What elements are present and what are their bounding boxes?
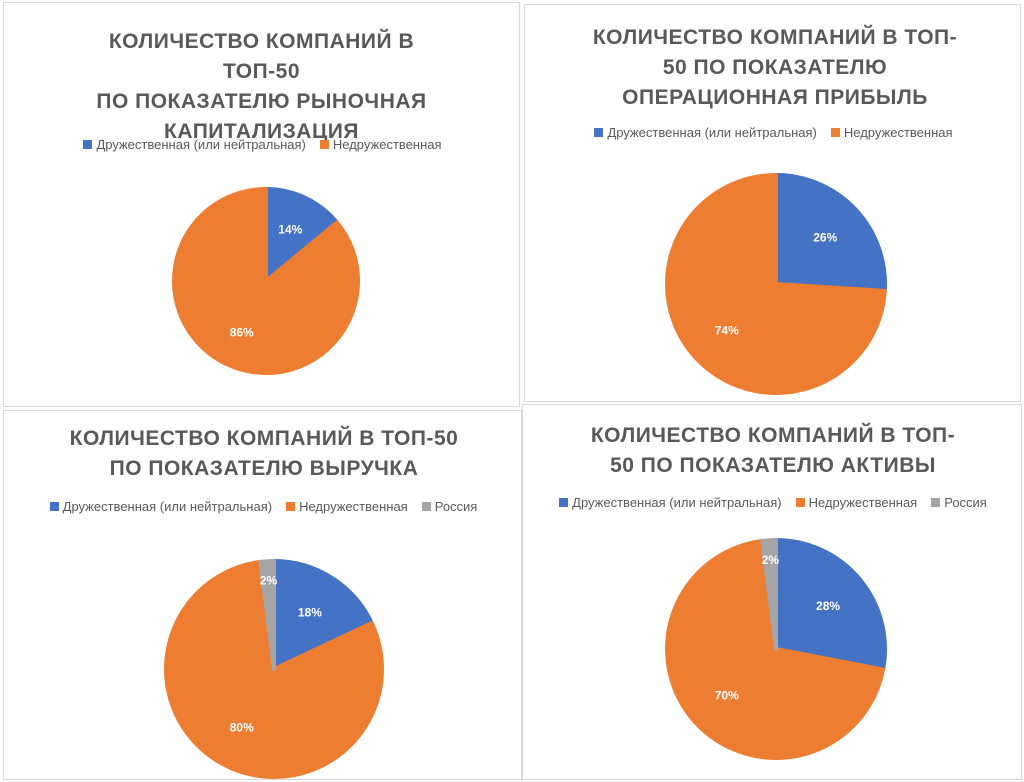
chart-title: КОЛИЧЕСТВО КОМПАНИЙ В ТОП- 50 ПО ПОКАЗАТЕ… <box>563 421 983 481</box>
chart-title-line: КОЛИЧЕСТВО КОМПАНИЙ В ТОП- <box>592 26 958 49</box>
legend-swatch <box>286 502 296 511</box>
chart-title-line: 50 ПО ПОКАЗАТЕЛЮ <box>662 56 888 79</box>
legend-label: Дружественная (или нейтральная) <box>607 125 817 140</box>
chart-title-line: КОЛИЧЕСТВО КОМПАНИЙ В ТОП- <box>590 424 956 447</box>
legend-label: Недружественная <box>299 499 408 514</box>
pie-chart: 28% 70% 2% <box>665 538 887 760</box>
pie-slice <box>264 187 339 283</box>
legend-item: Недружественная <box>795 495 918 510</box>
legend-swatch <box>421 502 431 511</box>
chart-legend: Дружественная (или нейтральная) Недружест… <box>523 495 1023 510</box>
chart-title: КОЛИЧЕСТВО КОМПАНИЙ В ТОП- 50 ПО ПОКАЗАТЕ… <box>565 23 985 113</box>
legend-swatch <box>795 498 805 507</box>
pie-slice <box>172 187 360 375</box>
chart-panel-market-cap: КОЛИЧЕСТВО КОМПАНИЙ В ТОП-50 ПО ПОКАЗАТЕЛ… <box>3 2 520 407</box>
legend-swatch <box>83 140 93 149</box>
data-label: 28% <box>816 599 840 613</box>
data-label: 2% <box>762 553 780 567</box>
chart-title-line: КОЛИЧЕСТВО КОМПАНИЙ В ТОП-50 <box>69 427 459 450</box>
legend-item: Россия <box>421 499 478 514</box>
pie-chart: 26% 74% <box>665 173 887 395</box>
legend-item: Дружественная (или нейтральная) <box>49 499 273 514</box>
chart-legend: Дружественная (или нейтральная) Недружест… <box>4 137 521 152</box>
legend-item: Недружественная <box>286 499 408 514</box>
legend-label: Недружественная <box>808 495 918 510</box>
legend-label: Дружественная (или нейтральная) <box>62 499 273 514</box>
chart-panel-assets: КОЛИЧЕСТВО КОМПАНИЙ В ТОП- 50 ПО ПОКАЗАТЕ… <box>522 404 1022 780</box>
data-label: 18% <box>298 605 322 619</box>
data-label: 80% <box>230 721 254 735</box>
legend-label: Недружественная <box>843 125 953 140</box>
legend-item: Дружественная (или нейтральная) <box>594 125 817 140</box>
pie-slice <box>774 173 887 293</box>
legend-item: Россия <box>931 495 987 510</box>
pie-slice <box>760 538 778 651</box>
chart-title-line: КАПИТАЛИЗАЦИЯ <box>164 120 359 143</box>
pie-slice <box>258 559 276 671</box>
data-label: 14% <box>278 222 302 236</box>
chart-legend: Дружественная (или нейтральная) Недружест… <box>4 499 523 514</box>
chart-title-line: ОПЕРАЦИОННАЯ ПРИБЫЛЬ <box>622 86 928 109</box>
data-label: 86% <box>230 326 254 340</box>
chart-title: КОЛИЧЕСТВО КОМПАНИЙ В ТОП-50 ПО ПОКАЗАТЕЛ… <box>44 424 484 484</box>
legend-swatch <box>830 128 840 137</box>
chart-panel-operating-profit: КОЛИЧЕСТВО КОМПАНИЙ В ТОП- 50 ПО ПОКАЗАТЕ… <box>524 4 1021 402</box>
legend-swatch <box>559 498 569 507</box>
chart-panel-revenue: КОЛИЧЕСТВО КОМПАНИЙ В ТОП-50 ПО ПОКАЗАТЕЛ… <box>3 410 522 780</box>
chart-legend: Дружественная (или нейтральная) Недружест… <box>525 125 1022 140</box>
legend-label: Дружественная (или нейтральная) <box>96 137 306 152</box>
data-label: 74% <box>715 323 739 337</box>
legend-swatch <box>319 140 329 149</box>
legend-item: Недружественная <box>830 125 953 140</box>
data-label: 26% <box>813 231 837 245</box>
legend-swatch <box>931 498 941 507</box>
legend-swatch <box>594 128 604 137</box>
pie-slice <box>774 538 887 672</box>
chart-title-line: КОЛИЧЕСТВО КОМПАНИЙ В ТОП-50 <box>108 30 415 83</box>
legend-swatch <box>49 502 59 511</box>
legend-label: Россия <box>434 499 478 514</box>
pie-chart: 18% 80% 2% <box>164 559 384 779</box>
chart-title-line: 50 ПО ПОКАЗАТЕЛЮ АКТИВЫ <box>610 454 936 477</box>
pie-chart: 14% 86% <box>172 187 360 375</box>
legend-label: Недружественная <box>332 137 442 152</box>
legend-item: Дружественная (или нейтральная) <box>559 495 782 510</box>
legend-item: Недружественная <box>319 137 442 152</box>
legend-label: Дружественная (или нейтральная) <box>572 495 782 510</box>
chart-title-line: ПО ПОКАЗАТЕЛЮ ВЫРУЧКА <box>109 457 419 480</box>
data-label: 2% <box>260 574 278 588</box>
pie-slice <box>665 173 887 395</box>
legend-label: Россия <box>944 495 987 510</box>
legend-item: Дружественная (или нейтральная) <box>83 137 306 152</box>
pie-slice <box>272 559 374 671</box>
chart-title-line: ПО ПОКАЗАТЕЛЮ РЫНОЧНАЯ <box>96 90 427 113</box>
data-label: 70% <box>715 688 739 702</box>
chart-title: КОЛИЧЕСТВО КОМПАНИЙ В ТОП-50 ПО ПОКАЗАТЕЛ… <box>74 27 449 147</box>
